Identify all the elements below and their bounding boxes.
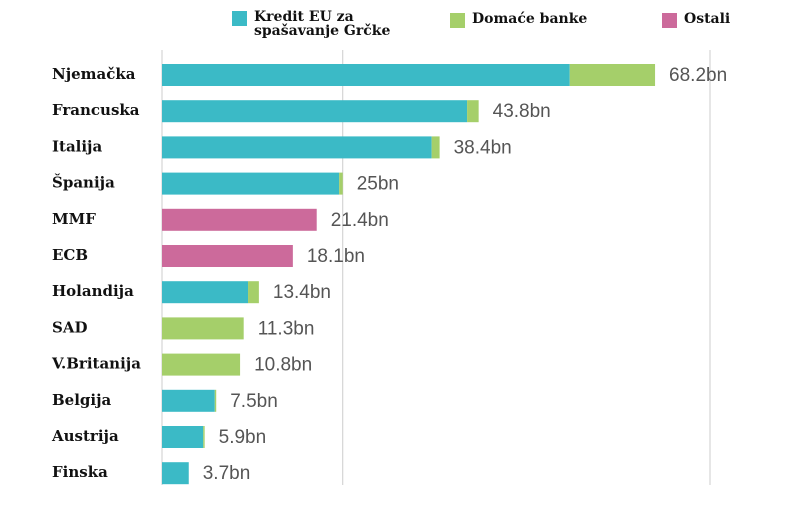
bar-segment: [467, 100, 479, 123]
value-label: 5.9bn: [219, 427, 267, 448]
legend-label: Domaće banke: [472, 11, 588, 27]
category-label: ECB: [52, 246, 88, 264]
category-label: SAD: [52, 318, 87, 336]
value-label: 13.4bn: [273, 282, 331, 303]
bar-segment: [431, 136, 440, 159]
category-label: V.Britanija: [51, 355, 141, 373]
bar-segment: [339, 172, 343, 195]
value-label: 38.4bn: [454, 137, 512, 158]
bar-segment: [162, 64, 570, 86]
value-label: 21.4bn: [331, 210, 389, 231]
category-label: Njemačka: [52, 65, 136, 83]
legend-label: Kredit EU za spašavanje Grčke: [254, 9, 391, 39]
category-label: Francuska: [52, 101, 140, 119]
bar-segment: [162, 389, 215, 412]
bar-segment: [162, 208, 317, 231]
legend-label: Ostali: [684, 11, 731, 27]
value-label: 68.2bn: [669, 65, 727, 86]
bar-segment: [162, 353, 241, 376]
bar-segment: [248, 281, 259, 304]
category-label: MMF: [52, 210, 96, 228]
bar-segment: [162, 426, 204, 448]
value-label: 10.8bn: [254, 355, 312, 376]
legend-item: Domaće banke: [450, 12, 600, 28]
category-label: Belgija: [52, 391, 112, 409]
value-label: 7.5bn: [230, 391, 278, 412]
bar-segment: [162, 462, 189, 485]
category-label: Austrija: [51, 427, 119, 445]
legend-item: Kredit EU za spašavanje Grčke: [232, 10, 407, 38]
value-label: 11.3bn: [258, 318, 315, 339]
bar-segment: [162, 281, 249, 304]
legend-swatch: [232, 11, 247, 26]
category-label: Finska: [52, 463, 108, 481]
legend-swatch: [662, 13, 677, 28]
value-label: 3.7bn: [203, 463, 251, 484]
bar-segment: [162, 317, 244, 340]
bar-segment: [162, 172, 340, 195]
bar-segment: [162, 245, 293, 267]
bar-segment: [569, 64, 656, 86]
category-label: Španija: [52, 174, 115, 192]
value-label: 25bn: [357, 174, 399, 195]
bar-segment: [162, 136, 432, 159]
legend-item: Ostali: [662, 12, 752, 28]
bar-segment: [214, 389, 217, 412]
legend-swatch: [450, 13, 465, 28]
category-label: Holandija: [52, 282, 134, 300]
bar-segment: [203, 426, 205, 448]
bar-segment: [162, 100, 468, 123]
value-label: 43.8bn: [493, 101, 551, 122]
value-label: 18.1bn: [307, 246, 365, 267]
category-label: Italija: [52, 137, 102, 155]
